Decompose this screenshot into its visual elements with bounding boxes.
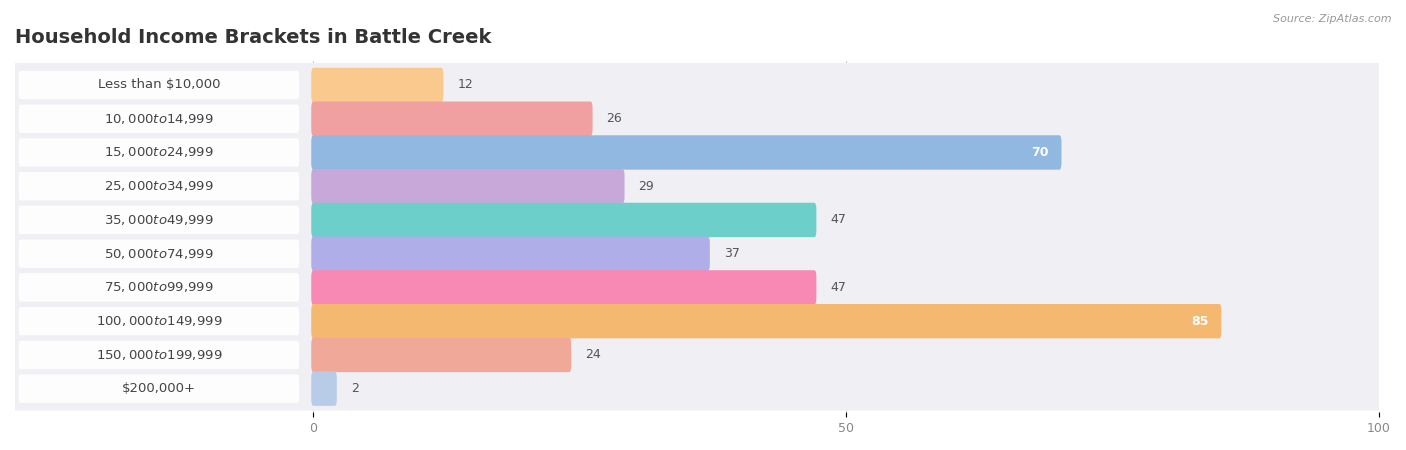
FancyBboxPatch shape [11, 333, 1382, 377]
Text: Household Income Brackets in Battle Creek: Household Income Brackets in Battle Cree… [15, 28, 491, 47]
FancyBboxPatch shape [311, 68, 443, 102]
Text: Less than $10,000: Less than $10,000 [97, 78, 221, 91]
FancyBboxPatch shape [18, 138, 299, 166]
Text: $150,000 to $199,999: $150,000 to $199,999 [96, 348, 222, 362]
FancyBboxPatch shape [18, 71, 299, 99]
Text: $25,000 to $34,999: $25,000 to $34,999 [104, 179, 214, 193]
FancyBboxPatch shape [311, 304, 1222, 338]
FancyBboxPatch shape [11, 232, 1382, 275]
Text: 24: 24 [585, 348, 600, 361]
Text: 26: 26 [606, 112, 623, 125]
FancyBboxPatch shape [11, 164, 1382, 208]
FancyBboxPatch shape [18, 104, 299, 133]
FancyBboxPatch shape [311, 371, 337, 406]
FancyBboxPatch shape [311, 169, 624, 203]
FancyBboxPatch shape [11, 299, 1382, 343]
FancyBboxPatch shape [18, 239, 299, 268]
Text: 47: 47 [830, 213, 846, 226]
Text: $35,000 to $49,999: $35,000 to $49,999 [104, 213, 214, 227]
Text: $15,000 to $24,999: $15,000 to $24,999 [104, 145, 214, 159]
FancyBboxPatch shape [11, 367, 1382, 410]
FancyBboxPatch shape [311, 338, 571, 372]
Text: $10,000 to $14,999: $10,000 to $14,999 [104, 112, 214, 126]
FancyBboxPatch shape [18, 374, 299, 403]
FancyBboxPatch shape [18, 307, 299, 335]
Text: 2: 2 [350, 382, 359, 395]
Text: 37: 37 [724, 247, 740, 260]
FancyBboxPatch shape [311, 203, 817, 237]
Text: $50,000 to $74,999: $50,000 to $74,999 [104, 247, 214, 261]
FancyBboxPatch shape [18, 341, 299, 369]
Text: 12: 12 [457, 78, 472, 91]
Text: $100,000 to $149,999: $100,000 to $149,999 [96, 314, 222, 328]
Text: $200,000+: $200,000+ [122, 382, 195, 395]
FancyBboxPatch shape [11, 266, 1382, 309]
FancyBboxPatch shape [311, 237, 710, 271]
Text: 29: 29 [638, 180, 654, 193]
FancyBboxPatch shape [11, 130, 1382, 175]
FancyBboxPatch shape [18, 206, 299, 234]
Text: Source: ZipAtlas.com: Source: ZipAtlas.com [1274, 14, 1392, 23]
FancyBboxPatch shape [18, 273, 299, 302]
Text: $75,000 to $99,999: $75,000 to $99,999 [104, 280, 214, 294]
FancyBboxPatch shape [311, 270, 817, 305]
FancyBboxPatch shape [311, 135, 1062, 170]
Text: 47: 47 [830, 281, 846, 294]
FancyBboxPatch shape [11, 198, 1382, 242]
FancyBboxPatch shape [11, 63, 1382, 107]
Text: 85: 85 [1191, 315, 1209, 328]
Text: 70: 70 [1031, 146, 1049, 159]
FancyBboxPatch shape [11, 97, 1382, 141]
FancyBboxPatch shape [311, 102, 592, 136]
FancyBboxPatch shape [18, 172, 299, 200]
